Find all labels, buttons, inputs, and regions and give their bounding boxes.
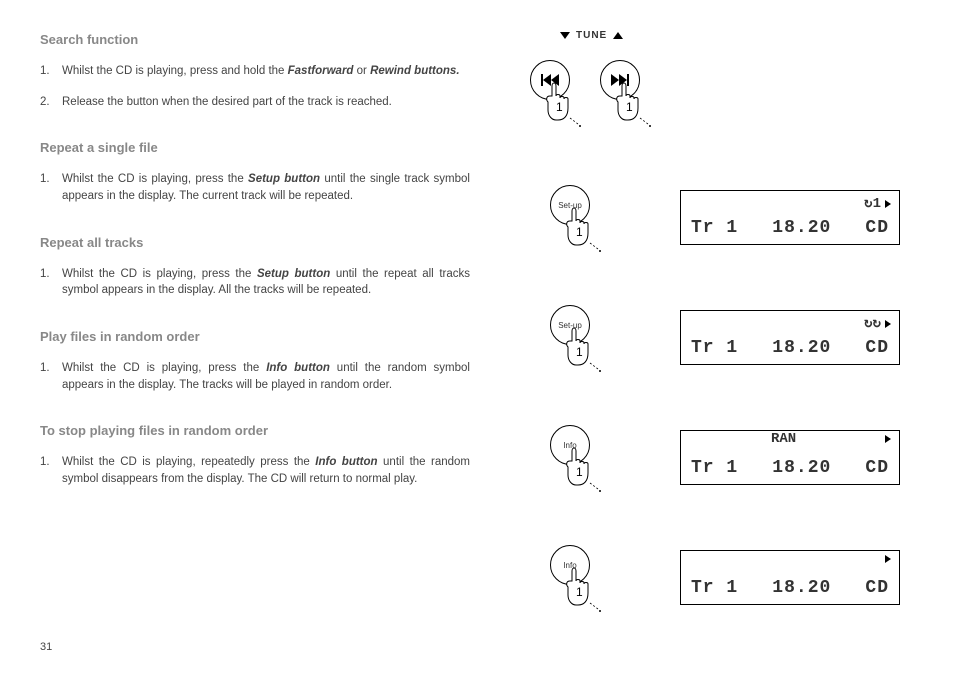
press-info-2: Info 1 <box>550 545 590 585</box>
tune-text: TUNE <box>576 30 607 41</box>
lcd-track: Tr 1 <box>691 218 738 238</box>
heading-stop-random: To stop playing files in random order <box>40 423 470 438</box>
item-number: 1. <box>40 63 62 80</box>
left-column: Search function 1. Whilst the CD is play… <box>40 32 470 518</box>
lcd-normal: Tr 1 18.20 CD <box>680 550 900 605</box>
lcd-time: 18.20 <box>772 458 831 478</box>
hand-number: 1 <box>576 465 583 479</box>
hand-icon: 1 <box>562 203 617 258</box>
hand-number: 1 <box>576 585 583 599</box>
item-text: Whilst the CD is playing, press the Info… <box>62 360 470 393</box>
hand-number: 1 <box>576 225 583 239</box>
list-item: 1. Whilst the CD is playing, press the S… <box>40 266 470 299</box>
hand-icon: 1 <box>562 323 617 378</box>
lcd-mode: CD <box>865 458 889 478</box>
repeat-single-icon: ↻1 <box>864 195 881 212</box>
item-number: 1. <box>40 266 62 299</box>
lcd-top-row: ↻↻ <box>864 315 891 332</box>
lcd-top-row: RAN <box>691 435 891 443</box>
press-prev: 1 <box>530 60 570 100</box>
section-stop-random: To stop playing files in random order 1.… <box>40 423 470 487</box>
press-next: 1 <box>600 60 640 100</box>
play-icon <box>885 200 891 208</box>
lcd-time: 18.20 <box>772 578 831 598</box>
lcd-bottom-row: Tr 1 18.20 CD <box>691 458 889 478</box>
heading-search: Search function <box>40 32 470 47</box>
triangle-down-icon <box>560 32 570 39</box>
lcd-bottom-row: Tr 1 18.20 CD <box>691 338 889 358</box>
item-text: Whilst the CD is playing, repeatedly pre… <box>62 454 470 487</box>
heading-repeat-all: Repeat all tracks <box>40 235 470 250</box>
lcd-ran: RAN <box>771 431 796 447</box>
item-number: 1. <box>40 171 62 204</box>
play-icon <box>885 320 891 328</box>
lcd-top-row <box>885 555 891 563</box>
hand-number: 1 <box>556 100 563 114</box>
item-text: Whilst the CD is playing, press the Setu… <box>62 266 470 299</box>
list-item: 1. Whilst the CD is playing, press the S… <box>40 171 470 204</box>
section-repeat-single: Repeat a single file 1. Whilst the CD is… <box>40 140 470 204</box>
section-random: Play files in random order 1. Whilst the… <box>40 329 470 393</box>
item-text: Release the button when the desired part… <box>62 94 470 111</box>
item-number: 1. <box>40 360 62 393</box>
lcd-time: 18.20 <box>772 338 831 358</box>
lcd-random: RAN Tr 1 18.20 CD <box>680 430 900 485</box>
lcd-track: Tr 1 <box>691 458 738 478</box>
page-number: 31 <box>40 641 52 653</box>
lcd-bottom-row: Tr 1 18.20 CD <box>691 578 889 598</box>
list-item: 1. Whilst the CD is playing, press and h… <box>40 63 470 80</box>
lcd-repeat-all: ↻↻ Tr 1 18.20 CD <box>680 310 900 365</box>
triangle-up-icon <box>613 32 623 39</box>
section-search: Search function 1. Whilst the CD is play… <box>40 32 470 110</box>
play-icon <box>885 555 891 563</box>
lcd-mode: CD <box>865 578 889 598</box>
lcd-mode: CD <box>865 338 889 358</box>
lcd-time: 18.20 <box>772 218 831 238</box>
list-item: 1. Whilst the CD is playing, repeatedly … <box>40 454 470 487</box>
list-item: 2. Release the button when the desired p… <box>40 94 470 111</box>
repeat-all-icon: ↻↻ <box>864 315 881 332</box>
item-text: Whilst the CD is playing, press and hold… <box>62 63 470 80</box>
list-item: 1. Whilst the CD is playing, press the I… <box>40 360 470 393</box>
play-icon <box>885 435 891 443</box>
heading-repeat-single: Repeat a single file <box>40 140 470 155</box>
press-setup-2: Set-up 1 <box>550 305 590 345</box>
hand-icon: 1 <box>562 563 617 618</box>
press-info-1: Info 1 <box>550 425 590 465</box>
lcd-track: Tr 1 <box>691 338 738 358</box>
lcd-mode: CD <box>865 218 889 238</box>
press-setup-1: Set-up 1 <box>550 185 590 225</box>
item-number: 1. <box>40 454 62 487</box>
tune-label: TUNE <box>560 30 623 41</box>
item-number: 2. <box>40 94 62 111</box>
lcd-repeat-single: ↻1 Tr 1 18.20 CD <box>680 190 900 245</box>
lcd-bottom-row: Tr 1 18.20 CD <box>691 218 889 238</box>
hand-number: 1 <box>576 345 583 359</box>
hand-icon: 1 <box>612 78 667 133</box>
section-repeat-all: Repeat all tracks 1. Whilst the CD is pl… <box>40 235 470 299</box>
item-text: Whilst the CD is playing, press the Setu… <box>62 171 470 204</box>
hand-icon: 1 <box>542 78 597 133</box>
lcd-top-row: ↻1 <box>864 195 891 212</box>
hand-number: 1 <box>626 100 633 114</box>
lcd-track: Tr 1 <box>691 578 738 598</box>
heading-random: Play files in random order <box>40 329 470 344</box>
hand-icon: 1 <box>562 443 617 498</box>
